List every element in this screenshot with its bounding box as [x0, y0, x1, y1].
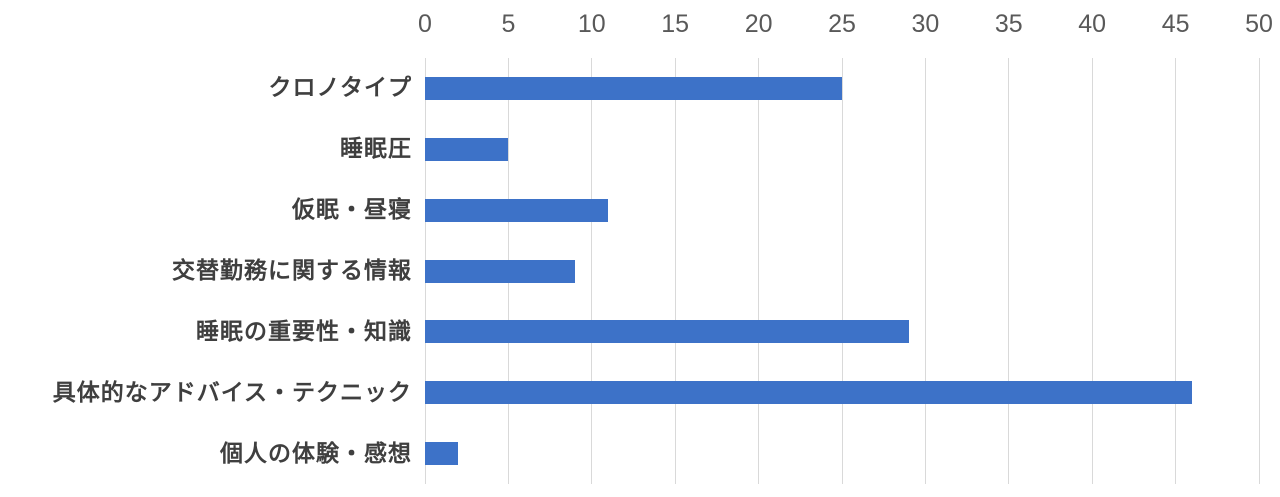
bar-0: [425, 76, 842, 100]
bar-4: [425, 320, 909, 344]
x-tick-label: 20: [744, 10, 773, 38]
category-label: 睡眠圧: [340, 135, 412, 162]
x-tick-label: 45: [1161, 10, 1190, 38]
bar-5: [425, 381, 1193, 405]
x-tick-label: 15: [661, 10, 690, 38]
bar-3: [425, 259, 576, 283]
x-tick-label: 0: [418, 10, 432, 38]
x-gridline: [674, 58, 676, 484]
x-gridline: [924, 58, 926, 484]
category-label: 仮眠・昼寝: [292, 196, 412, 223]
category-label: 個人の体験・感想: [220, 439, 412, 466]
x-gridline: [1091, 58, 1093, 484]
x-tick-label: 10: [577, 10, 606, 38]
x-gridline: [591, 58, 593, 484]
bar-2: [425, 198, 609, 222]
x-gridline: [1008, 58, 1010, 484]
x-tick-label: 30: [911, 10, 940, 38]
x-gridline: [841, 58, 843, 484]
x-tick-label: 40: [1078, 10, 1107, 38]
x-gridline: [1258, 58, 1260, 484]
x-gridline: [758, 58, 760, 484]
category-label: 交替勤務に関する情報: [172, 257, 412, 283]
category-label: クロノタイプ: [268, 74, 412, 101]
x-tick-label: 5: [501, 10, 516, 38]
x-tick-label: 50: [1245, 10, 1273, 38]
category-label: 具体的なアドバイス・テクニック: [52, 378, 412, 405]
bar-6: [425, 442, 459, 466]
x-gridline: [1175, 58, 1177, 484]
category-label: 睡眠の重要性・知識: [196, 317, 412, 344]
x-tick-label: 25: [828, 10, 856, 38]
x-tick-label: 35: [994, 10, 1023, 38]
bar-1: [425, 137, 509, 161]
